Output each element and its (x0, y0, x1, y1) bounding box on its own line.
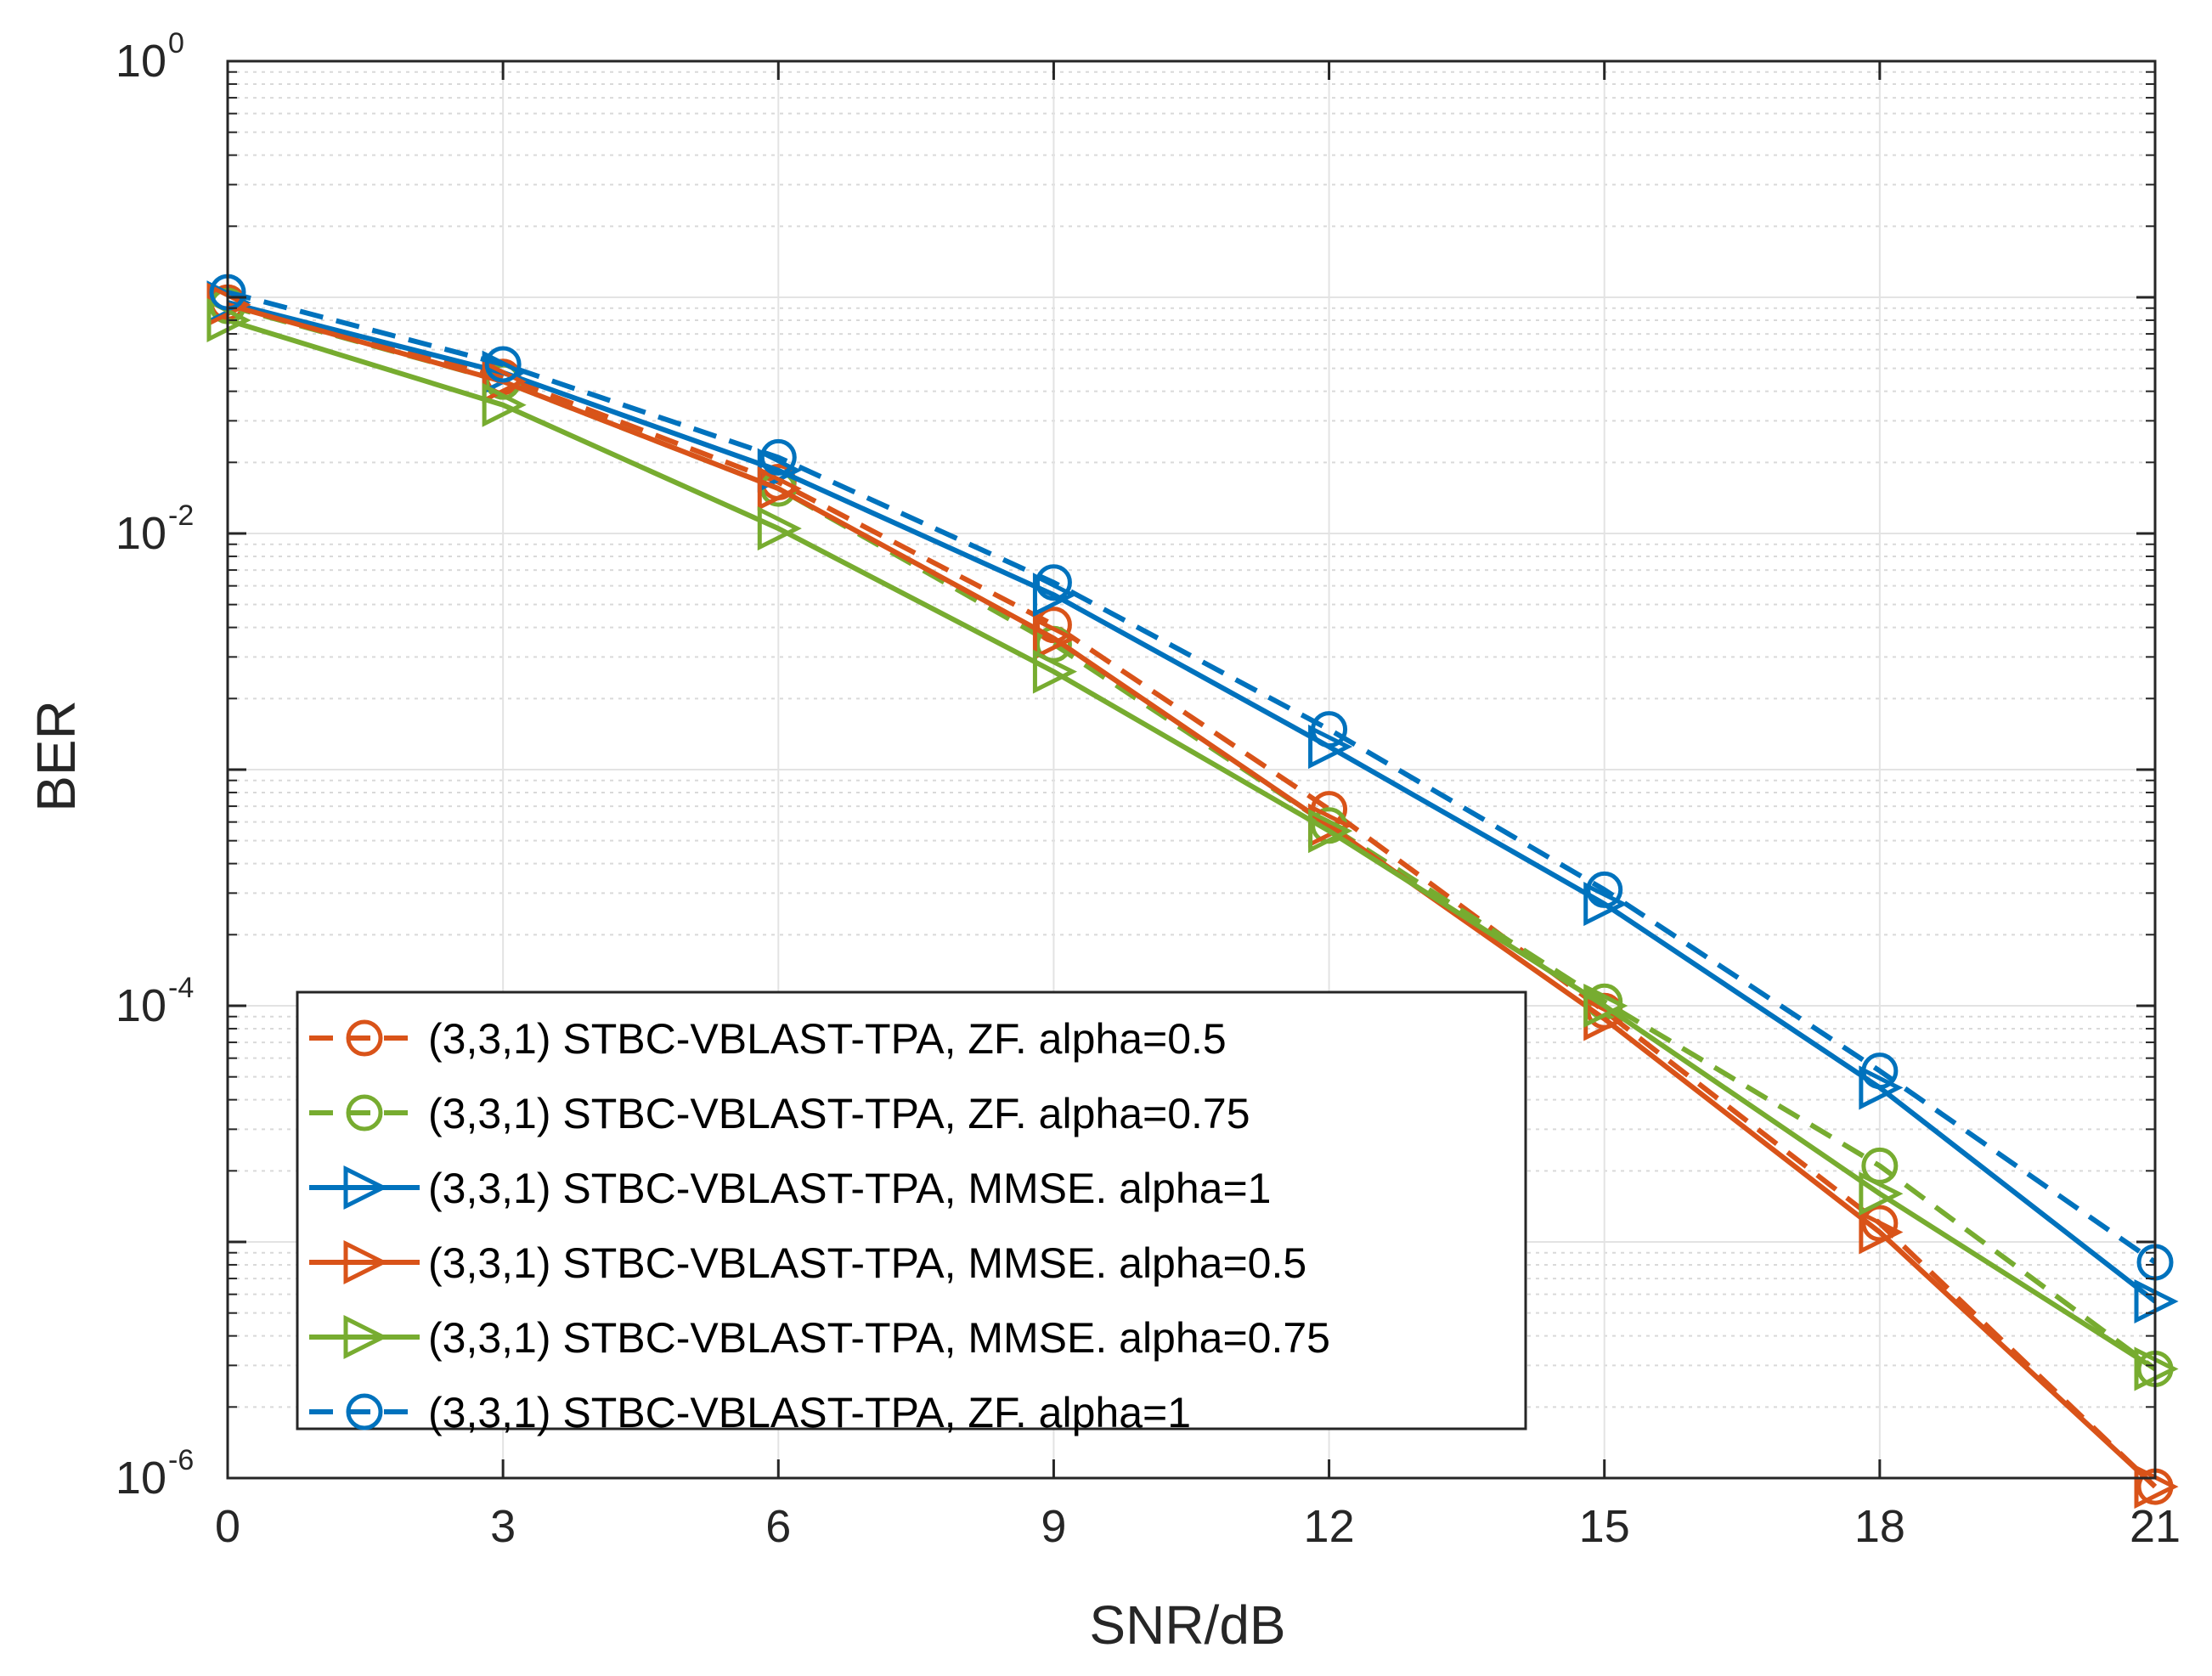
axes (226, 59, 2157, 1480)
series-line (227, 300, 2158, 1489)
data-point (757, 466, 802, 511)
x-tick-label: 15 (1579, 1501, 1630, 1552)
data-point (759, 438, 797, 476)
data-point (482, 359, 527, 404)
data-point (1861, 1052, 1899, 1090)
legend-marker (346, 1094, 383, 1131)
legend-entry: (3,3,1) STBC-VBLAST-TPA, MMSE. alpha=0.5 (309, 1239, 1306, 1287)
series-line (227, 318, 2157, 1371)
y-tick-label: 10 (116, 508, 166, 559)
y-tick-label: 10 (116, 980, 166, 1031)
legend-entry: (3,3,1) STBC-VBLAST-TPA, ZF. alpha=0.5 (309, 1015, 1227, 1063)
data-point (1308, 809, 1353, 854)
x-tick-label: 3 (490, 1501, 516, 1552)
series-group (206, 274, 2179, 1510)
legend-label: (3,3,1) STBC-VBLAST-TPA, ZF. alpha=0.5 (428, 1015, 1227, 1063)
legend-label: (3,3,1) STBC-VBLAST-TPA, ZF. alpha=0.75 (428, 1090, 1250, 1137)
data-point (1311, 711, 1348, 748)
data-point (1861, 1147, 1899, 1184)
legend-label: (3,3,1) STBC-VBLAST-TPA, MMSE. alpha=0.7… (428, 1314, 1330, 1362)
data-point (757, 506, 802, 551)
data-point (1032, 616, 1078, 661)
x-tick-label: 9 (1041, 1501, 1066, 1552)
x-tick-label: 18 (1854, 1501, 1905, 1552)
data-point (484, 346, 522, 383)
x-tick-label: 6 (765, 1501, 791, 1552)
data-point (1032, 649, 1078, 694)
y-tick-label: 10 (116, 1453, 166, 1504)
data-point (482, 382, 527, 427)
legend: (3,3,1) STBC-VBLAST-TPA, ZF. alpha=0.5 (3… (296, 990, 1527, 1436)
data-point (1583, 983, 1628, 1029)
legend-marker (343, 1239, 388, 1285)
x-tick-label: 0 (215, 1501, 240, 1552)
data-point (1583, 882, 1628, 927)
legend-entry: (3,3,1) STBC-VBLAST-TPA, ZF. alpha=1 (309, 1389, 1191, 1436)
y-tick-exponent: -4 (168, 972, 194, 1004)
grid (228, 61, 2155, 1479)
data-point (1308, 725, 1353, 770)
data-point (1035, 564, 1072, 601)
legend-label: (3,3,1) STBC-VBLAST-TPA, MMSE. alpha=0.5 (428, 1239, 1306, 1287)
legend-marker (346, 1393, 383, 1431)
data-point (1032, 573, 1078, 618)
legend-marker (343, 1314, 388, 1360)
legend-marker (346, 1019, 383, 1057)
x-tick-label: 21 (2130, 1501, 2181, 1552)
data-point (1586, 871, 1623, 908)
data-point (1859, 1065, 1904, 1110)
series-line (227, 302, 2158, 1489)
y-tick-exponent: 0 (168, 27, 184, 59)
data-point (1859, 1210, 1904, 1255)
y-tick-exponent: -6 (168, 1444, 194, 1476)
legend-marker (343, 1165, 388, 1210)
legend-label: (3,3,1) STBC-VBLAST-TPA, ZF. alpha=1 (428, 1389, 1191, 1436)
y-tick-exponent: -2 (168, 499, 194, 532)
data-point (1859, 1171, 1904, 1216)
legend-entry: (3,3,1) STBC-VBLAST-TPA, MMSE. alpha=0.7… (309, 1314, 1330, 1362)
legend-box (296, 990, 1527, 1431)
series-line (227, 300, 2157, 1304)
y-tick-label: 10 (116, 36, 166, 87)
legend-entry: (3,3,1) STBC-VBLAST-TPA, MMSE. alpha=1 (309, 1165, 1271, 1212)
legend-entry: (3,3,1) STBC-VBLAST-TPA, ZF. alpha=0.75 (309, 1090, 1250, 1137)
x-axis-title: SNR/dB (1089, 1594, 1285, 1656)
y-axis-title: BER (25, 700, 87, 812)
x-tick-label: 12 (1304, 1501, 1355, 1552)
legend-label: (3,3,1) STBC-VBLAST-TPA, MMSE. alpha=1 (428, 1165, 1271, 1212)
